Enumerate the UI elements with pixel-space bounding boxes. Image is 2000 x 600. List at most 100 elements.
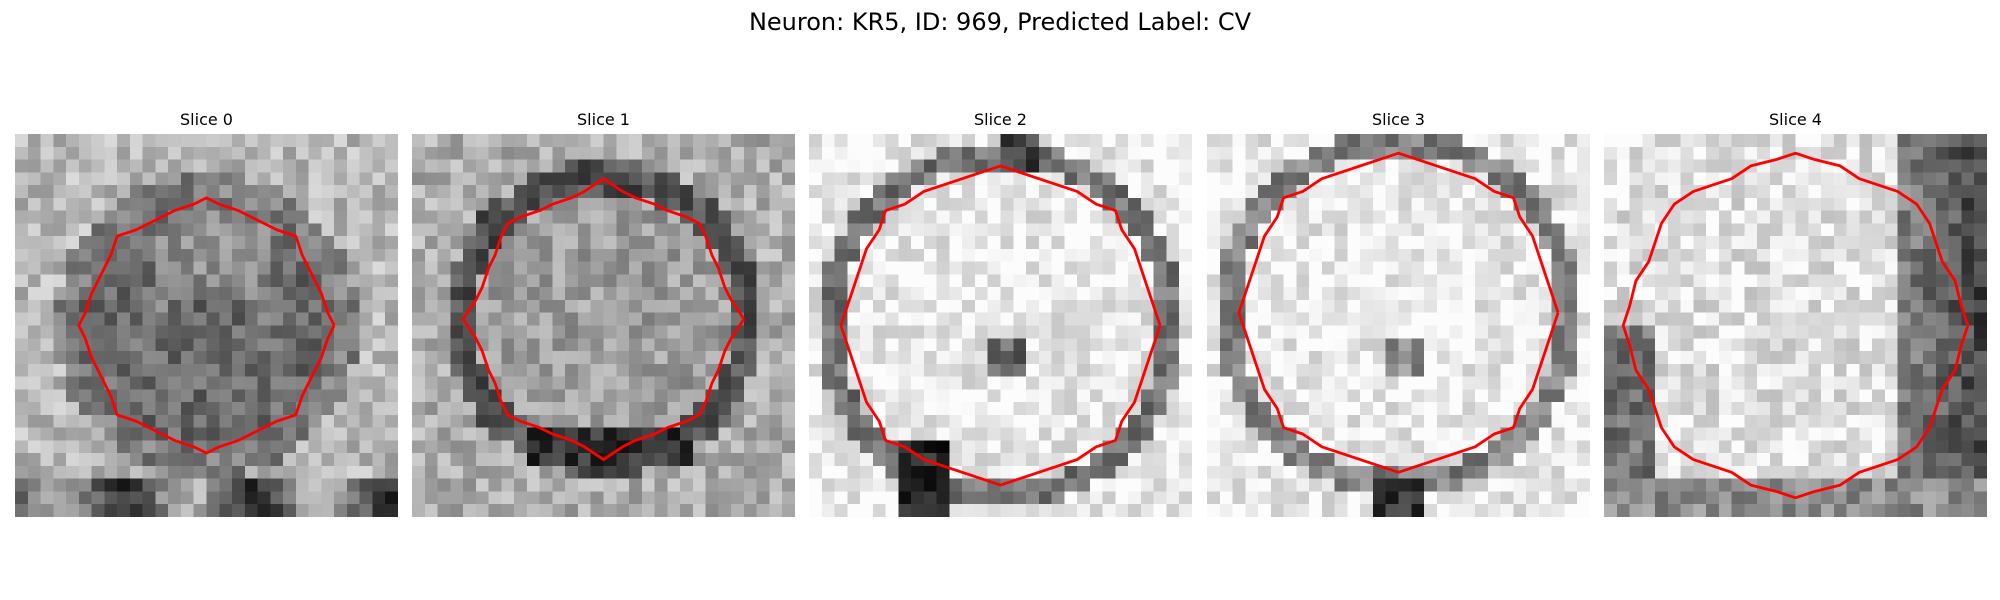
image-pixel: [1166, 427, 1180, 441]
image-pixel: [1347, 351, 1361, 364]
image-pixel: [680, 185, 693, 198]
image-pixel: [1000, 223, 1014, 237]
image-pixel: [1757, 197, 1770, 211]
image-pixel: [346, 134, 360, 147]
image-pixel: [219, 146, 233, 160]
image-pixel: [756, 465, 770, 479]
image-pixel: [923, 427, 937, 441]
image-pixel: [1782, 402, 1796, 415]
image-pixel: [667, 312, 681, 326]
image-pixel: [1897, 389, 1911, 403]
image-pixel: [1655, 389, 1668, 403]
image-pixel: [1564, 159, 1578, 173]
image-pixel: [577, 197, 591, 211]
image-pixel: [769, 402, 783, 415]
image-pixel: [1449, 478, 1463, 492]
image-pixel: [78, 453, 92, 466]
image-pixel: [1948, 414, 1962, 428]
image-pixel: [616, 248, 630, 262]
image-pixel: [769, 134, 783, 147]
image-pixel: [731, 159, 744, 173]
image-pixel: [949, 389, 963, 403]
image-pixel: [1411, 159, 1425, 173]
image-pixel: [885, 453, 899, 466]
image-pixel: [987, 287, 1001, 300]
image-pixel: [743, 299, 757, 313]
image-pixel: [1884, 134, 1898, 147]
image-pixel: [923, 134, 937, 147]
image-pixel: [1219, 478, 1233, 492]
image-pixel: [577, 478, 591, 492]
image-pixel: [1564, 134, 1578, 147]
image-pixel: [1795, 376, 1809, 390]
image-pixel: [1283, 478, 1297, 492]
image-pixel: [756, 402, 770, 415]
image-pixel: [1526, 351, 1539, 364]
image-pixel: [692, 185, 706, 198]
image-pixel: [1706, 389, 1719, 403]
image-pixel: [1923, 478, 1936, 492]
image-pixel: [1411, 146, 1425, 160]
image-pixel: [1398, 261, 1412, 275]
image-pixel: [91, 376, 105, 390]
image-pixel: [1948, 197, 1962, 211]
image-pixel: [1538, 325, 1552, 339]
image-pixel: [40, 478, 54, 492]
image-pixel: [450, 453, 464, 466]
image-pixel: [424, 376, 438, 390]
image-pixel: [1846, 159, 1860, 173]
image-pixel: [270, 465, 284, 479]
image-pixel: [1961, 223, 1975, 237]
image-pixel: [142, 223, 156, 237]
image-pixel: [1948, 338, 1962, 352]
image-pixel: [1551, 440, 1565, 454]
image-pixel: [590, 402, 604, 415]
image-pixel: [705, 299, 719, 313]
image-pixel: [385, 338, 398, 352]
image-pixel: [437, 363, 451, 377]
image-pixel: [219, 312, 233, 326]
image-pixel: [372, 338, 386, 352]
image-pixel: [809, 223, 822, 237]
image-pixel: [412, 478, 425, 492]
image-pixel: [91, 504, 105, 517]
image-pixel: [488, 312, 502, 326]
image-pixel: [168, 491, 181, 505]
image-pixel: [1884, 465, 1898, 479]
image-pixel: [949, 363, 963, 377]
image-pixel: [1884, 491, 1898, 505]
image-pixel: [206, 197, 220, 211]
image-pixel: [1372, 351, 1386, 364]
image-pixel: [565, 453, 578, 466]
image-pixel: [488, 159, 502, 173]
image-pixel: [1411, 440, 1425, 454]
image-pixel: [168, 287, 181, 300]
image-pixel: [1667, 146, 1681, 160]
image-pixel: [1283, 248, 1297, 262]
image-pixel: [385, 223, 398, 237]
image-pixel: [1923, 440, 1936, 454]
image-pixel: [1411, 172, 1425, 186]
image-pixel: [40, 351, 54, 364]
image-pixel: [1372, 185, 1386, 198]
image-pixel: [180, 491, 194, 505]
image-pixel: [974, 376, 988, 390]
image-pixel: [488, 363, 502, 377]
image-pixel: [1321, 351, 1335, 364]
image-pixel: [1026, 427, 1039, 441]
image-pixel: [91, 478, 105, 492]
image-pixel: [1115, 287, 1129, 300]
image-pixel: [565, 402, 578, 415]
image-pixel: [1436, 376, 1450, 390]
image-pixel: [821, 172, 835, 186]
image-pixel: [1449, 223, 1463, 237]
image-pixel: [1462, 248, 1476, 262]
image-pixel: [463, 389, 476, 403]
image-pixel: [219, 465, 233, 479]
image-pixel: [1153, 338, 1167, 352]
image-pixel: [1013, 134, 1027, 147]
image-pixel: [1897, 338, 1911, 352]
image-pixel: [1923, 363, 1936, 377]
image-pixel: [616, 287, 630, 300]
image-pixel: [949, 210, 963, 224]
